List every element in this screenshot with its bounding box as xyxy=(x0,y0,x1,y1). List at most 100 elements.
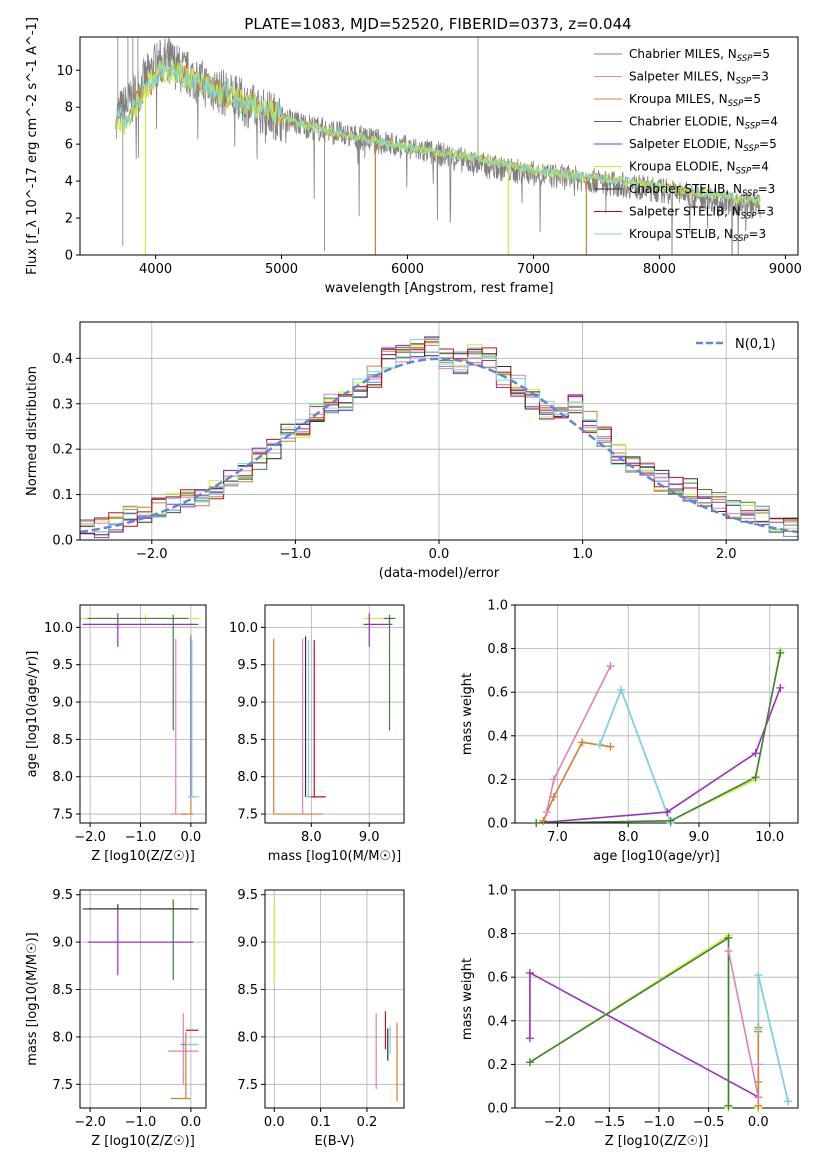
tick-label-y: 8.0 xyxy=(52,1030,73,1045)
mass-weight-marker xyxy=(663,808,672,817)
tick-label-y: 9.0 xyxy=(52,936,73,951)
plot-area xyxy=(114,37,761,255)
panel-residual-hist: −2.0 −1.0 0.0 1.0 2.0 0.0 0.1 0.2 0.3 0.4 (data-mo… xyxy=(25,321,799,581)
legend-label: Chabrier ELODIE, NSSP=4 xyxy=(629,115,778,132)
axis-label-x: (data-model)/error xyxy=(379,566,500,581)
tick-label-x: 0.0 xyxy=(181,1115,202,1130)
panel-spectrum: 4000 5000 6000 7000 8000 9000 0 2 4 6 8 10 wavelengt… xyxy=(25,17,802,296)
mass-weight-marker xyxy=(751,749,760,758)
tick-label-x: 4000 xyxy=(139,262,172,277)
legend-label: Chabrier MILES, NSSP=5 xyxy=(629,47,770,64)
legend-label: Salpeter ELODIE, NSSP=5 xyxy=(629,137,777,154)
axis-label-x: age [log10(age/yr)] xyxy=(593,849,720,864)
tick-label-x: 2.0 xyxy=(716,547,737,562)
tick-label-y: 0.6 xyxy=(487,686,508,701)
mass-weight-line xyxy=(727,950,760,1098)
tick-label-y: 7.5 xyxy=(52,808,73,823)
tick-label-x: 8.0 xyxy=(301,830,322,845)
tick-label-y: 4 xyxy=(65,175,73,190)
tick-label-x: −2.0 xyxy=(544,1115,576,1130)
mass-weight-marker xyxy=(617,686,626,695)
tick-label-y: 8.0 xyxy=(237,770,258,785)
figure-title: PLATE=1083, MJD=52520, FIBERID=0373, z=0… xyxy=(244,15,631,33)
axis-label-x: Z [log10(Z/Z☉)] xyxy=(605,1134,709,1149)
axes-frame xyxy=(514,604,799,824)
axis-label-y: mass weight xyxy=(460,958,475,1040)
tick-label-y: 6 xyxy=(65,138,73,153)
mass-weight-line xyxy=(599,687,672,823)
tick-label-x: −1.0 xyxy=(643,1115,675,1130)
axis-label-x: E(B-V) xyxy=(314,1134,354,1149)
axis-label-x: mass [log10(M/M☉)] xyxy=(268,849,401,864)
tick-label-x: 0.2 xyxy=(357,1115,378,1130)
tick-label-x: −0.5 xyxy=(693,1115,725,1130)
tick-label-x: 9000 xyxy=(769,262,802,277)
mass-weight-marker xyxy=(754,1025,763,1034)
tick-label-y: 1.0 xyxy=(487,884,508,899)
tick-label-y: 9.0 xyxy=(237,936,258,951)
tick-label-y: 9.5 xyxy=(52,658,73,673)
tick-label-x: 6000 xyxy=(391,262,424,277)
axes-frame xyxy=(264,889,405,1109)
tick-label-y: 8.0 xyxy=(52,770,73,785)
mass-weight-line xyxy=(536,650,782,823)
mass-weight-line xyxy=(546,665,612,813)
tick-label-y: 8 xyxy=(65,101,73,116)
panel-age-vs-Z: −2.0 −1.0 0.0 7.5 8.0 8.5 9.0 9.5 10.0 Z [log10(Z… xyxy=(25,604,207,864)
tick-label-y: 9.5 xyxy=(237,888,258,903)
legend-label: Salpeter MILES, NSSP=3 xyxy=(629,70,769,87)
mass-weight-marker xyxy=(724,947,733,956)
tick-label-y: 9.5 xyxy=(237,658,258,673)
mass-weight-marker xyxy=(539,816,548,825)
tick-label-y: 10 xyxy=(56,64,73,79)
mass-weight-marker xyxy=(542,808,551,817)
tick-label-y: 0.0 xyxy=(52,534,73,549)
legend-label: Salpeter STELIB, NSSP=3 xyxy=(629,205,774,222)
mass-weight-line xyxy=(536,687,782,823)
mass-weight-marker xyxy=(578,738,587,747)
axis-label-y: Flux [f_λ 10^-17 erg cm^-2 s^-1 A^-1] xyxy=(25,17,40,275)
tick-label-y: 0 xyxy=(65,249,73,264)
tick-label-x: 7000 xyxy=(517,262,550,277)
tick-label-y: 0.0 xyxy=(487,1102,508,1117)
tick-label-x: 0.0 xyxy=(429,547,450,562)
tick-label-y: 8.0 xyxy=(237,1030,258,1045)
mass-weight-marker xyxy=(525,1034,534,1043)
mass-weight-marker xyxy=(666,816,675,825)
panel-mass-weight-vs-age: 7.0 8.0 9.0 10.0 0.0 0.2 0.4 0.6 0.8 1.0 age [log1… xyxy=(460,599,799,864)
tick-label-y: 0.2 xyxy=(487,773,508,788)
tick-label-y: 0.8 xyxy=(487,927,508,942)
axes-frame xyxy=(79,36,799,256)
mass-weight-marker xyxy=(784,1097,793,1106)
residual-histogram xyxy=(80,338,798,533)
tick-label-x: −1.0 xyxy=(125,1115,157,1130)
axes-frame xyxy=(514,889,799,1109)
mass-weight-marker xyxy=(754,1093,763,1102)
spectrum-legend: Chabrier MILES, NSSP=5 Salpeter MILES, NS… xyxy=(594,47,778,244)
tick-label-y: 9.0 xyxy=(52,696,73,711)
mass-weight-marker xyxy=(754,1101,763,1110)
mass-weight-marker xyxy=(724,933,733,942)
tick-label-x: 7.0 xyxy=(547,830,568,845)
tick-label-x: 9.0 xyxy=(359,830,380,845)
axes-frame xyxy=(79,889,207,1109)
mass-weight-line xyxy=(536,652,782,823)
mass-weight-marker xyxy=(776,648,785,657)
axis-label-x: Z [log10(Z/Z☉)] xyxy=(91,849,195,864)
tick-label-y: 8.5 xyxy=(237,983,258,998)
axes-frame xyxy=(264,604,405,824)
tick-label-x: 8.0 xyxy=(618,830,639,845)
mass-weight-marker xyxy=(606,662,615,671)
panels-group: 4000 5000 6000 7000 8000 9000 0 2 4 6 8 10 wavelengt… xyxy=(25,17,802,1149)
mass-weight-marker xyxy=(532,819,541,827)
tick-label-x: −1.0 xyxy=(125,830,157,845)
tick-label-y: 0.1 xyxy=(52,488,73,503)
mass-weight-marker xyxy=(751,773,760,782)
axis-label-x: Z [log10(Z/Z☉)] xyxy=(91,1134,195,1149)
plot-area xyxy=(536,650,782,823)
tick-label-y: 10.0 xyxy=(44,621,73,636)
mass-weight-marker xyxy=(606,742,615,751)
tick-label-x: 10.0 xyxy=(755,830,784,845)
mass-weight-line xyxy=(757,974,789,1102)
tick-label-y: 7.5 xyxy=(52,1078,73,1093)
